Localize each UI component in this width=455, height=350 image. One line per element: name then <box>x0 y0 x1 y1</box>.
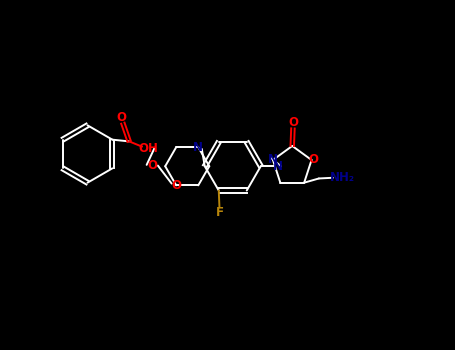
Text: O: O <box>171 179 181 192</box>
Text: NH₂: NH₂ <box>329 171 354 184</box>
Text: N: N <box>273 160 283 173</box>
Text: F: F <box>216 206 224 219</box>
Text: O: O <box>308 154 318 167</box>
Text: O: O <box>147 159 157 172</box>
Text: N: N <box>193 141 203 154</box>
Text: O: O <box>116 111 126 124</box>
Text: OH: OH <box>139 142 159 155</box>
Text: O: O <box>288 116 298 129</box>
Text: N: N <box>268 154 278 167</box>
